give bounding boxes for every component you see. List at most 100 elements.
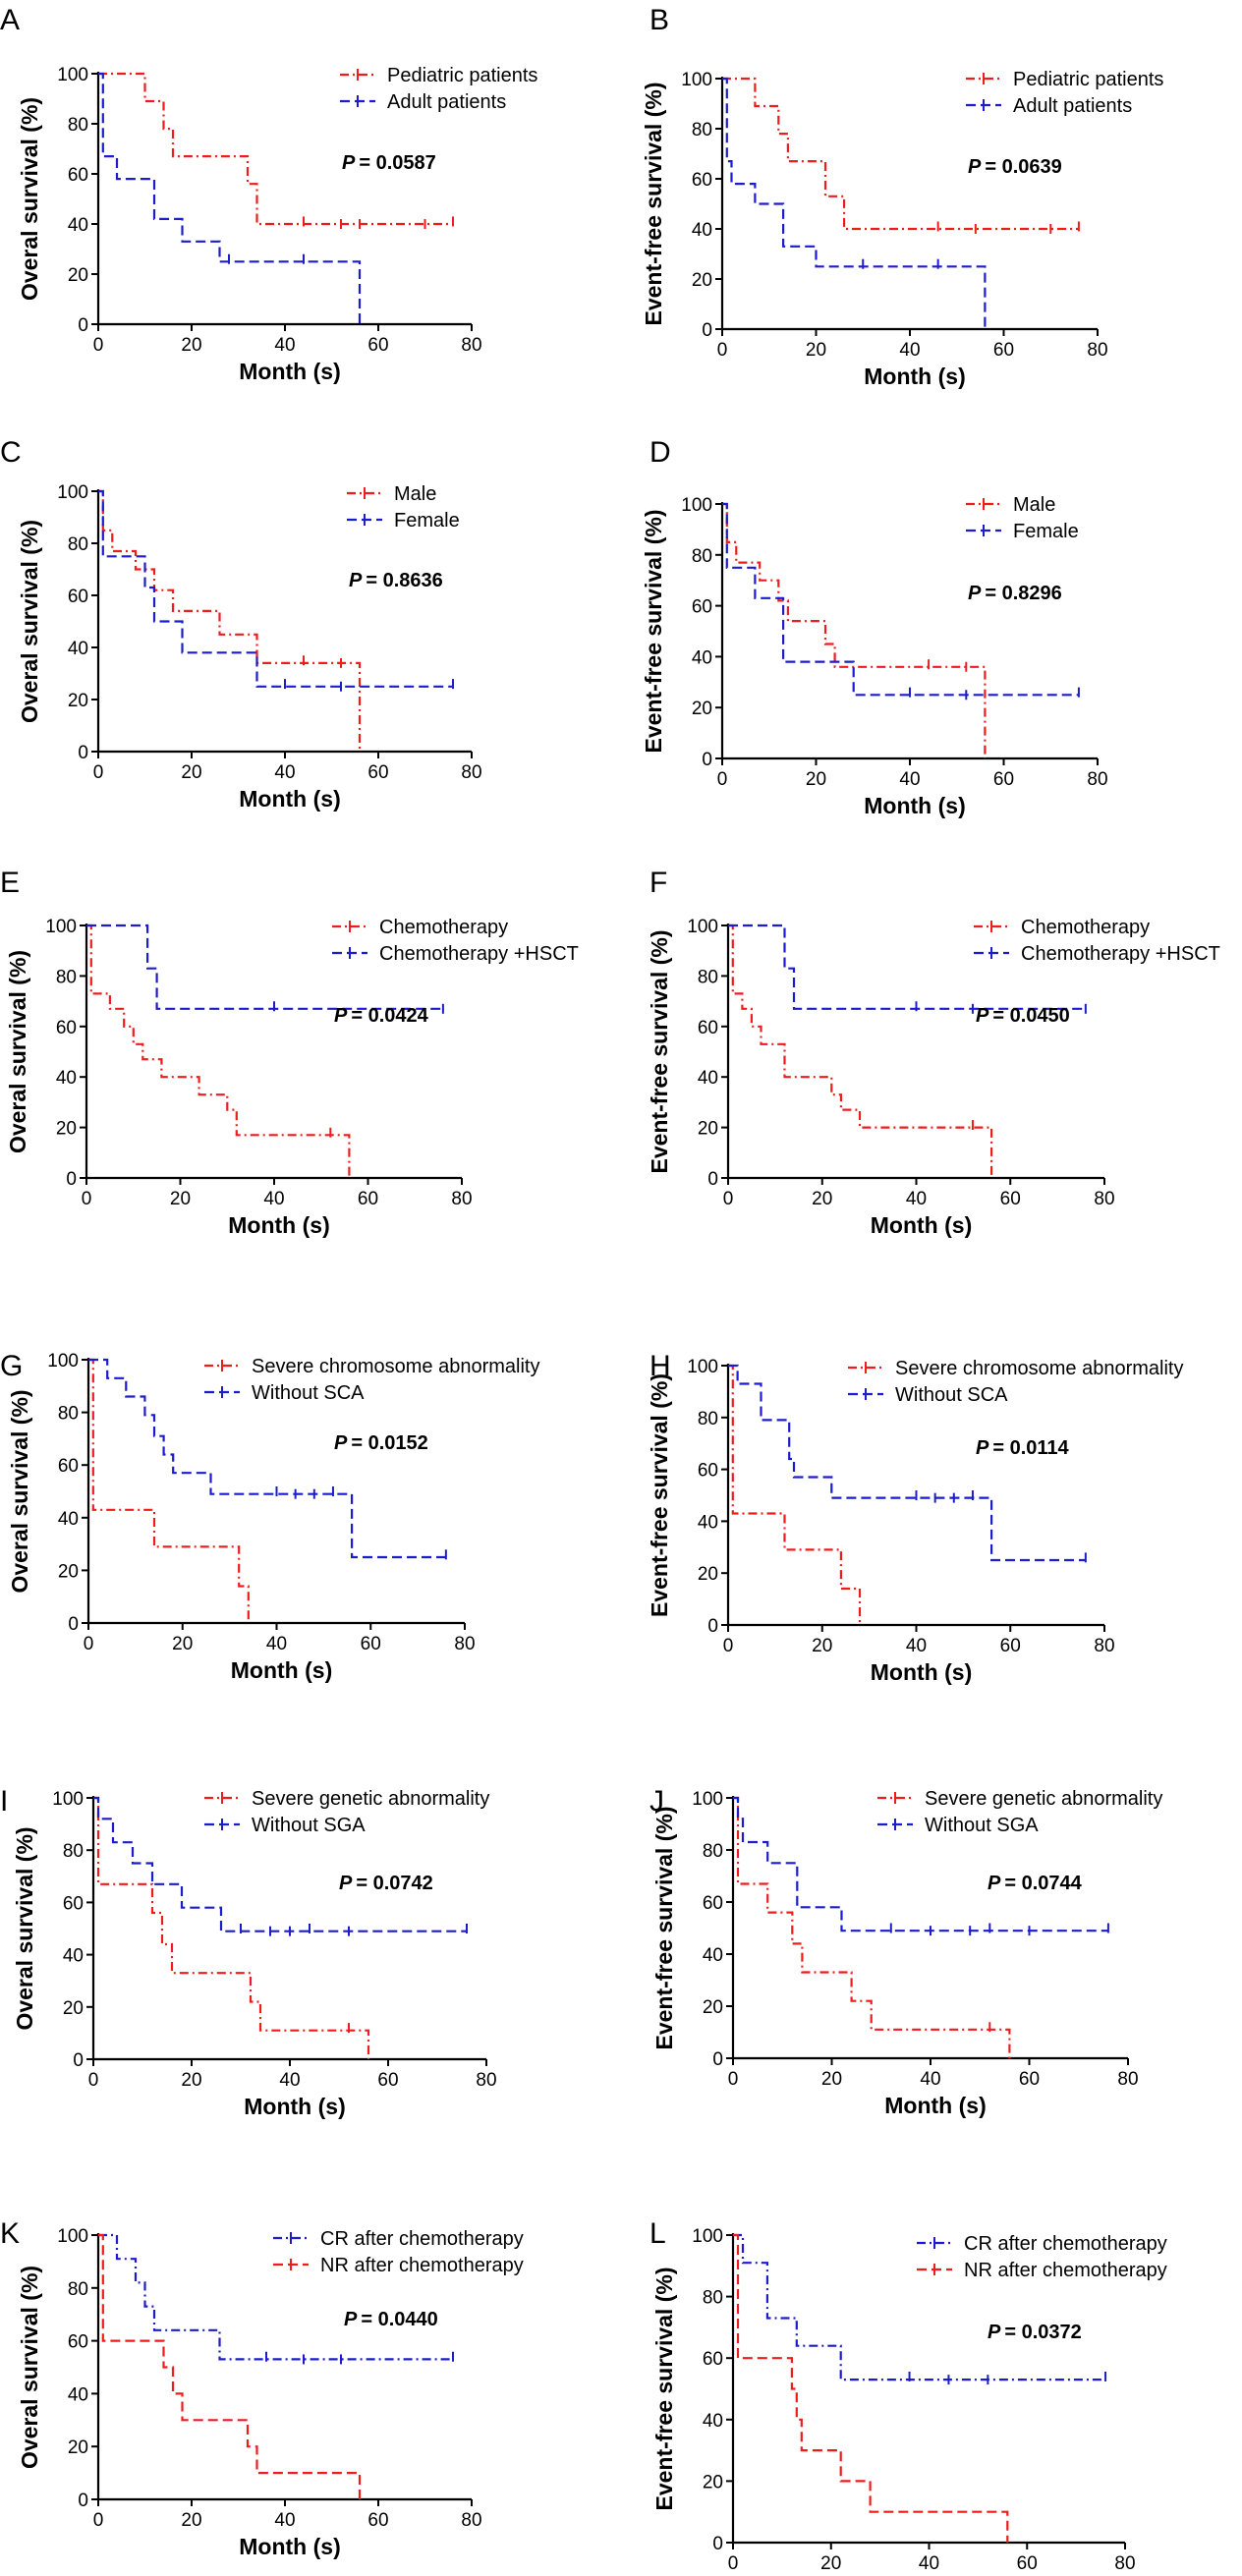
y-tick-label: 100 xyxy=(692,1789,723,1810)
y-tick-label: 0 xyxy=(68,1614,79,1635)
legend-label: Without SCA xyxy=(252,1382,365,1404)
y-axis-title: Overal survival (%) xyxy=(17,97,42,301)
p-value-symbol: P xyxy=(976,1005,989,1027)
x-tick-label: 60 xyxy=(361,1634,381,1654)
survival-curve-red xyxy=(98,72,453,226)
y-tick-label: 0 xyxy=(707,1616,718,1637)
x-tick-label: 20 xyxy=(806,340,826,361)
y-tick-label: 80 xyxy=(68,2279,88,2300)
x-tick-label: 80 xyxy=(1087,769,1107,790)
x-axis-title: Month (s) xyxy=(884,2093,986,2118)
km-panel-d: D 0 20 40 60 80 100 0 20 40 60 80 Month (s) Event-fre… xyxy=(641,436,1108,818)
x-tick-label: 80 xyxy=(1094,1189,1114,1209)
p-value-label: P = 0.0639 xyxy=(968,156,1062,178)
survival-curve-blue xyxy=(722,502,1079,697)
x-tick-label: 60 xyxy=(367,2510,388,2531)
x-tick-label: 80 xyxy=(1117,2069,1138,2090)
y-tick-label: 100 xyxy=(57,482,88,503)
y-tick-label: 20 xyxy=(63,1998,84,2019)
x-tick-label: 60 xyxy=(367,762,388,783)
legend-label: Without SGA xyxy=(252,1815,366,1836)
y-tick-label: 0 xyxy=(702,750,712,770)
x-tick-label: 0 xyxy=(717,769,728,790)
p-value-label: P = 0.0742 xyxy=(339,1873,433,1894)
y-tick-label: 80 xyxy=(703,2288,723,2309)
p-value-symbol: P xyxy=(976,1437,989,1459)
y-axis-title: Event-free survival (%) xyxy=(641,510,666,754)
y-tick-label: 0 xyxy=(707,1169,718,1190)
y-axis-title: Event-free survival (%) xyxy=(651,1807,677,2050)
y-tick-label: 20 xyxy=(703,2472,723,2492)
y-tick-label: 40 xyxy=(692,220,712,241)
km-panel-i: I 0 20 40 60 80 100 0 20 40 60 80 Month (s) Overal su… xyxy=(0,1785,497,2119)
x-tick-label: 40 xyxy=(919,2553,939,2574)
km-panel-k: K 0 20 40 60 80 100 0 20 40 60 80 Month (s) Overal su… xyxy=(0,2217,524,2559)
y-tick-label: 40 xyxy=(692,647,712,668)
y-tick-label: 100 xyxy=(57,65,88,85)
x-axis-title: Month (s) xyxy=(864,364,965,389)
legend-label: NR after chemotherapy xyxy=(964,2260,1167,2281)
panel-letter: B xyxy=(649,4,669,36)
panel-letter: C xyxy=(0,436,22,469)
panel-letter: I xyxy=(0,1785,8,1818)
y-tick-label: 0 xyxy=(78,315,88,336)
x-tick-label: 40 xyxy=(274,335,295,356)
x-tick-label: 0 xyxy=(88,2070,99,2091)
x-tick-label: 20 xyxy=(820,2553,841,2574)
survival-curve-blue xyxy=(98,2233,453,2361)
x-tick-label: 40 xyxy=(899,769,920,790)
legend-label: Severe chromosome abnormality xyxy=(252,1356,539,1377)
km-panel-l: L020406080100020406080Month (s)Event-fre… xyxy=(649,2217,1167,2574)
y-tick-label: 40 xyxy=(698,1068,718,1089)
p-value-symbol: P xyxy=(339,1873,353,1894)
y-tick-label: 60 xyxy=(692,597,712,618)
y-axis-title: Overal survival (%) xyxy=(12,1826,37,2030)
x-tick-label: 80 xyxy=(461,335,481,356)
p-value-label: P = 0.0440 xyxy=(344,2309,438,2330)
km-panel-c: C 0 20 40 60 80 100 0 20 40 60 80 Month (s) Overal su… xyxy=(0,436,482,812)
p-value-number: = 0.0639 xyxy=(985,156,1061,178)
legend-label: CR after chemotherapy xyxy=(320,2228,524,2250)
y-axis-title: Event-free survival (%) xyxy=(641,83,666,326)
panel-letter: E xyxy=(0,867,20,899)
x-tick-label: 0 xyxy=(93,762,104,783)
panel-letter: L xyxy=(649,2217,666,2250)
y-tick-label: 40 xyxy=(68,2384,88,2405)
y-tick-label: 20 xyxy=(692,699,712,719)
p-value-label: P = 0.0114 xyxy=(976,1437,1070,1459)
survival-curve-blue xyxy=(733,1796,1108,1932)
y-tick-label: 20 xyxy=(703,1997,723,2018)
y-axis-title: Overal survival (%) xyxy=(5,950,30,1153)
y-tick-label: 40 xyxy=(58,1509,79,1530)
km-panel-e: E 0 20 40 60 80 100 0 20 40 60 80 Month (s) Overal su… xyxy=(0,867,579,1238)
p-value-label: P = 0.0744 xyxy=(988,1873,1083,1894)
y-tick-label: 40 xyxy=(56,1068,77,1089)
y-tick-label: 60 xyxy=(703,1893,723,1914)
x-tick-label: 40 xyxy=(920,2069,940,2090)
y-tick-label: 40 xyxy=(63,1946,84,1967)
panel-letter: H xyxy=(649,1350,671,1382)
y-tick-label: 80 xyxy=(692,546,712,567)
y-axis-title: Overal survival (%) xyxy=(7,1389,32,1593)
km-panel-g: G 0 20 40 60 80 100 0 20 40 60 80 Month (s) Overal su… xyxy=(0,1350,539,1683)
p-value-symbol: P xyxy=(344,2309,358,2330)
x-tick-label: 80 xyxy=(461,2510,481,2531)
survival-curve-red xyxy=(98,2233,362,2499)
p-value-number: = 0.0742 xyxy=(356,1873,432,1894)
x-tick-label: 80 xyxy=(461,762,481,783)
legend-label: Chemotherapy +HSCT xyxy=(1021,943,1220,965)
x-tick-label: 80 xyxy=(451,1189,472,1209)
x-tick-label: 40 xyxy=(899,340,920,361)
panel-letter: K xyxy=(0,2217,20,2250)
km-panel-j: J 0 20 40 60 80 100 0 20 40 60 80 Month (s) Event-fre… xyxy=(649,1785,1162,2118)
legend-label: Chemotherapy +HSCT xyxy=(379,943,579,965)
y-tick-label: 100 xyxy=(687,1357,718,1377)
x-tick-label: 0 xyxy=(728,2553,739,2574)
legend-label: Severe genetic abnormality xyxy=(925,1788,1162,1810)
survival-curve-red xyxy=(733,1796,1011,2058)
x-tick-label: 60 xyxy=(993,769,1014,790)
x-axis-title: Month (s) xyxy=(231,1657,332,1683)
x-tick-label: 0 xyxy=(93,2510,104,2531)
p-value-symbol: P xyxy=(988,2322,1001,2343)
y-tick-label: 0 xyxy=(712,2049,723,2070)
